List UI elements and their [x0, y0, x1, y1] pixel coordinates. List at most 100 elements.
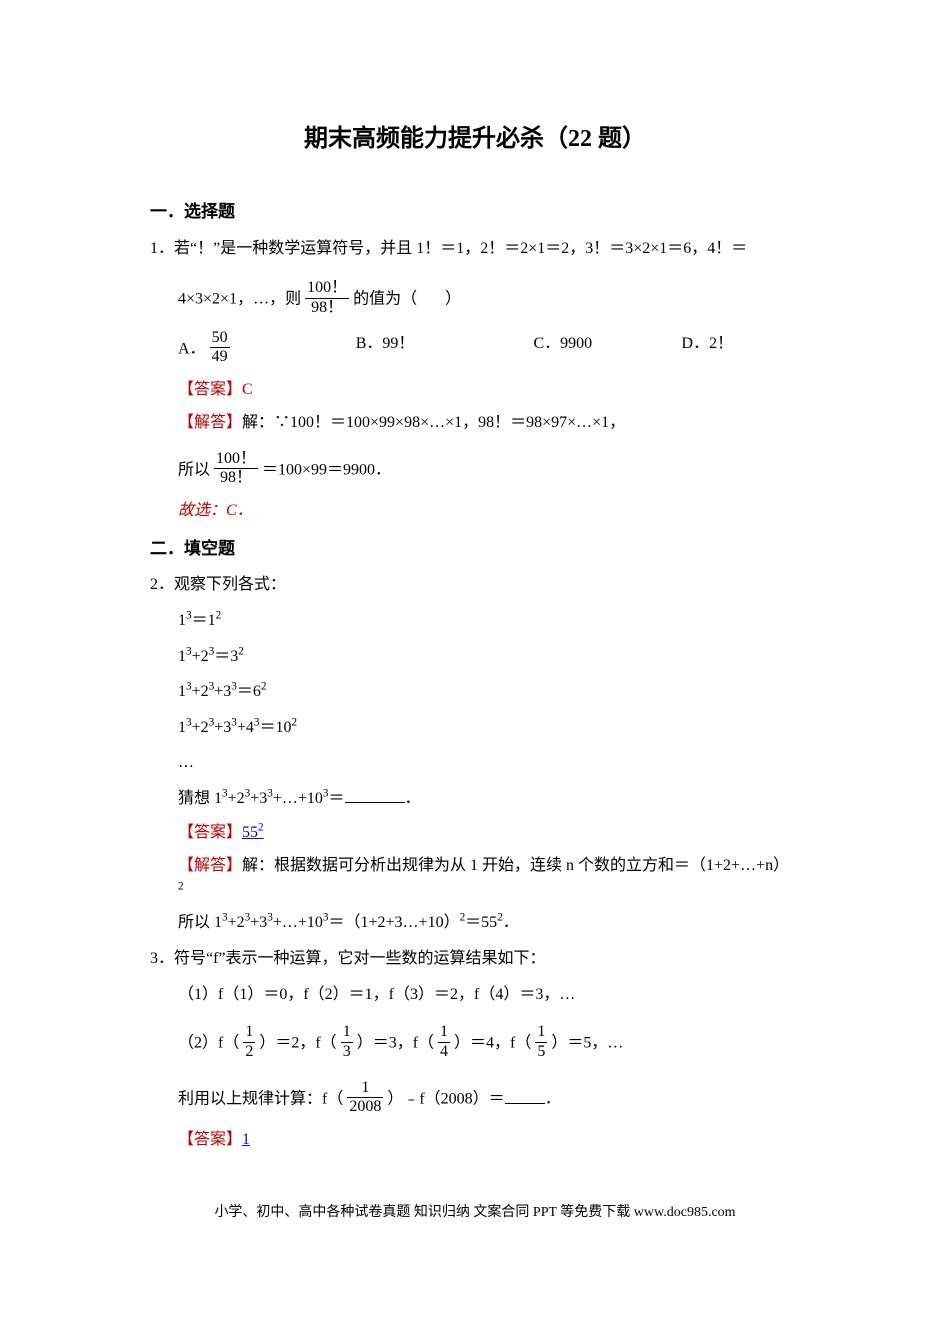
sol-text: 解：∵100！＝100×99×98×…×1，98！＝98×97×…×1，	[242, 414, 625, 431]
q1-text-b: 4×3×2×1，…，则	[178, 291, 301, 308]
sol2-b: +2	[228, 914, 245, 931]
frac-num: 100！	[214, 450, 258, 469]
guess-b: +2	[228, 790, 245, 807]
frac-num: 1	[535, 1023, 547, 1042]
q3-use-b: ）﹣f（2008）＝	[387, 1091, 504, 1108]
sol-l2-a: 所以	[178, 461, 210, 478]
sol2-f: ＝55	[465, 914, 497, 931]
guess-a: 猜想 1	[178, 790, 222, 807]
q2-ellipsis: …	[178, 750, 800, 776]
q3-frac-4: 15	[535, 1023, 547, 1061]
q3-answer: 【答案】1	[178, 1127, 800, 1153]
q1-opt-d: D．2！	[682, 331, 800, 369]
q1-opt-b: B．99！	[356, 331, 534, 369]
sol2-d: +…+10	[273, 914, 323, 931]
q1-options: A． 50 49 B．99！ C．9900 D．2！	[178, 331, 800, 369]
q2-text: 2．观察下列各式：	[150, 572, 800, 598]
q1-fraction: 100！ 98！	[305, 279, 349, 317]
sol2-e: ＝（1+2+3…+10）	[329, 914, 460, 931]
frac-den: 98！	[305, 299, 349, 317]
sol-sup: 2	[178, 881, 184, 893]
q3-use-frac: 12008	[347, 1079, 383, 1117]
frac-den: 4	[438, 1043, 450, 1061]
frac-den: 2008	[347, 1098, 383, 1116]
q2-eq1: 13＝12	[178, 608, 800, 634]
eq-part: 10	[275, 719, 291, 736]
q1-opt-a: A． 50 49	[178, 331, 356, 369]
ans-val: 55	[242, 824, 258, 841]
ans-sup: 2	[258, 821, 264, 833]
q3-v1: ）＝3，f（	[357, 1035, 434, 1052]
q2-eq4: 13+23+33+43＝102	[178, 715, 800, 741]
page-title: 期末高频能力提升必杀（22 题）	[150, 120, 800, 158]
sol2-a: 所以 1	[178, 914, 222, 931]
eq-part: 1	[208, 612, 216, 629]
frac-den: 5	[535, 1043, 547, 1061]
frac-den: 2	[243, 1043, 255, 1061]
q1-solution-l2: 所以 100！ 98！ ＝100×99＝9900．	[178, 452, 800, 490]
q1-solution-l1: 【解答】解：∵100！＝100×99×98×…×1，98！＝98×97×…×1，	[178, 410, 800, 436]
q1-text-c: 的值为（	[353, 291, 417, 308]
q2-eq2: 13+23＝32	[178, 644, 800, 670]
ans-label: 【答案】	[178, 1131, 242, 1148]
sol2-c: +3	[250, 914, 267, 931]
q2-solution-l1: 【解答】解：根据数据可分析出规律为从 1 开始，连续 n 个数的立方和＝（1+2…	[178, 853, 800, 879]
guess-d: +…+10	[273, 790, 323, 807]
blank-line	[345, 786, 405, 803]
sol-text: 解：根据数据可分析出规律为从 1 开始，连续 n 个数的立方和＝（1+2+…+n…	[242, 857, 789, 874]
q3-v2: ）＝4，f（	[454, 1035, 531, 1052]
guess-f: ．	[405, 790, 421, 807]
sol-l2-b: ＝100×99＝9900．	[262, 461, 391, 478]
q3-frac-1: 12	[243, 1023, 255, 1061]
eq-part: 1	[178, 612, 186, 629]
ans-label: 【答案】	[178, 824, 242, 841]
q3-frac-2: 13	[341, 1023, 353, 1061]
q3-use: 利用以上规律计算：f（ 12008 ）﹣f（2008）＝ ．	[178, 1081, 800, 1119]
guess-c: +3	[250, 790, 267, 807]
frac-num: 1	[243, 1023, 255, 1042]
frac-num: 1	[438, 1023, 450, 1042]
q3-v3: ）＝5，…	[551, 1035, 623, 1052]
q3-line2: （2）f（ 12 ）＝2，f（ 13 ）＝3，f（ 14 ）＝4，f（ 15 ）…	[178, 1025, 800, 1063]
q2-solution-l2: 所以 13+23+33+…+103＝（1+2+3…+10）2＝552．	[178, 910, 800, 936]
q3-v0: ）＝2，f（	[259, 1035, 336, 1052]
ans-label: 【答案】	[178, 381, 242, 398]
q2: 2．观察下列各式： 13＝12 13+23＝32 13+23+33＝62 13+…	[150, 572, 800, 936]
sol-label: 【解答】	[178, 414, 242, 431]
q1-text-line2: 4×3×2×1，…，则 100！ 98！ 的值为（ ）	[178, 281, 800, 319]
q1-final: 故选：C．	[178, 498, 800, 524]
frac-den: 98！	[214, 469, 258, 487]
q1-opt-c: C．9900	[533, 331, 681, 369]
frac-num: 1	[341, 1023, 353, 1042]
frac-den: 49	[210, 348, 230, 366]
q1-answer: 【答案】C	[178, 377, 800, 403]
ans-val: C	[242, 381, 253, 398]
q3-use-a: 利用以上规律计算：f（	[178, 1091, 343, 1108]
ans-val: 1	[242, 1131, 250, 1148]
q3-use-c: ．	[545, 1091, 561, 1108]
q2-eq3: 13+23+33＝62	[178, 679, 800, 705]
sol-label: 【解答】	[178, 857, 242, 874]
blank-line	[505, 1087, 545, 1104]
q1: 1．若“！”是一种数学运算符号，并且 1！＝1，2！＝2×1＝2，3！＝3×2×…	[150, 236, 800, 524]
q2-solution-sup: 2	[178, 879, 800, 905]
q3-line1: （1）f（1）＝0，f（2）＝1，f（3）＝2，f（4）＝3，…	[178, 982, 800, 1008]
q1-sol-frac: 100！ 98！	[214, 450, 258, 488]
frac-num: 100！	[305, 279, 349, 298]
page-footer: 小学、初中、高中各种试卷真题 知识归纳 文案合同 PPT 等免费下载 www.d…	[150, 1202, 800, 1224]
guess-e: ＝	[329, 790, 345, 807]
section-1-head: 一．选择题	[150, 198, 800, 225]
eq-part: 6	[253, 683, 261, 700]
q3-l2-a: （2）f（	[178, 1035, 239, 1052]
frac-num: 50	[210, 329, 230, 348]
q2-answer: 【答案】552	[178, 820, 800, 846]
frac-num: 1	[347, 1079, 383, 1098]
opt-a-frac: 50 49	[210, 329, 230, 367]
q3-text: 3．符号“f”表示一种运算，它对一些数的运算结果如下：	[150, 946, 800, 972]
q3: 3．符号“f”表示一种运算，它对一些数的运算结果如下： （1）f（1）＝0，f（…	[150, 946, 800, 1152]
q1-text-d: ）	[445, 291, 461, 308]
frac-den: 3	[341, 1043, 353, 1061]
sol2-g: ．	[503, 914, 519, 931]
section-2-head: 二．填空题	[150, 535, 800, 562]
q3-frac-3: 14	[438, 1023, 450, 1061]
